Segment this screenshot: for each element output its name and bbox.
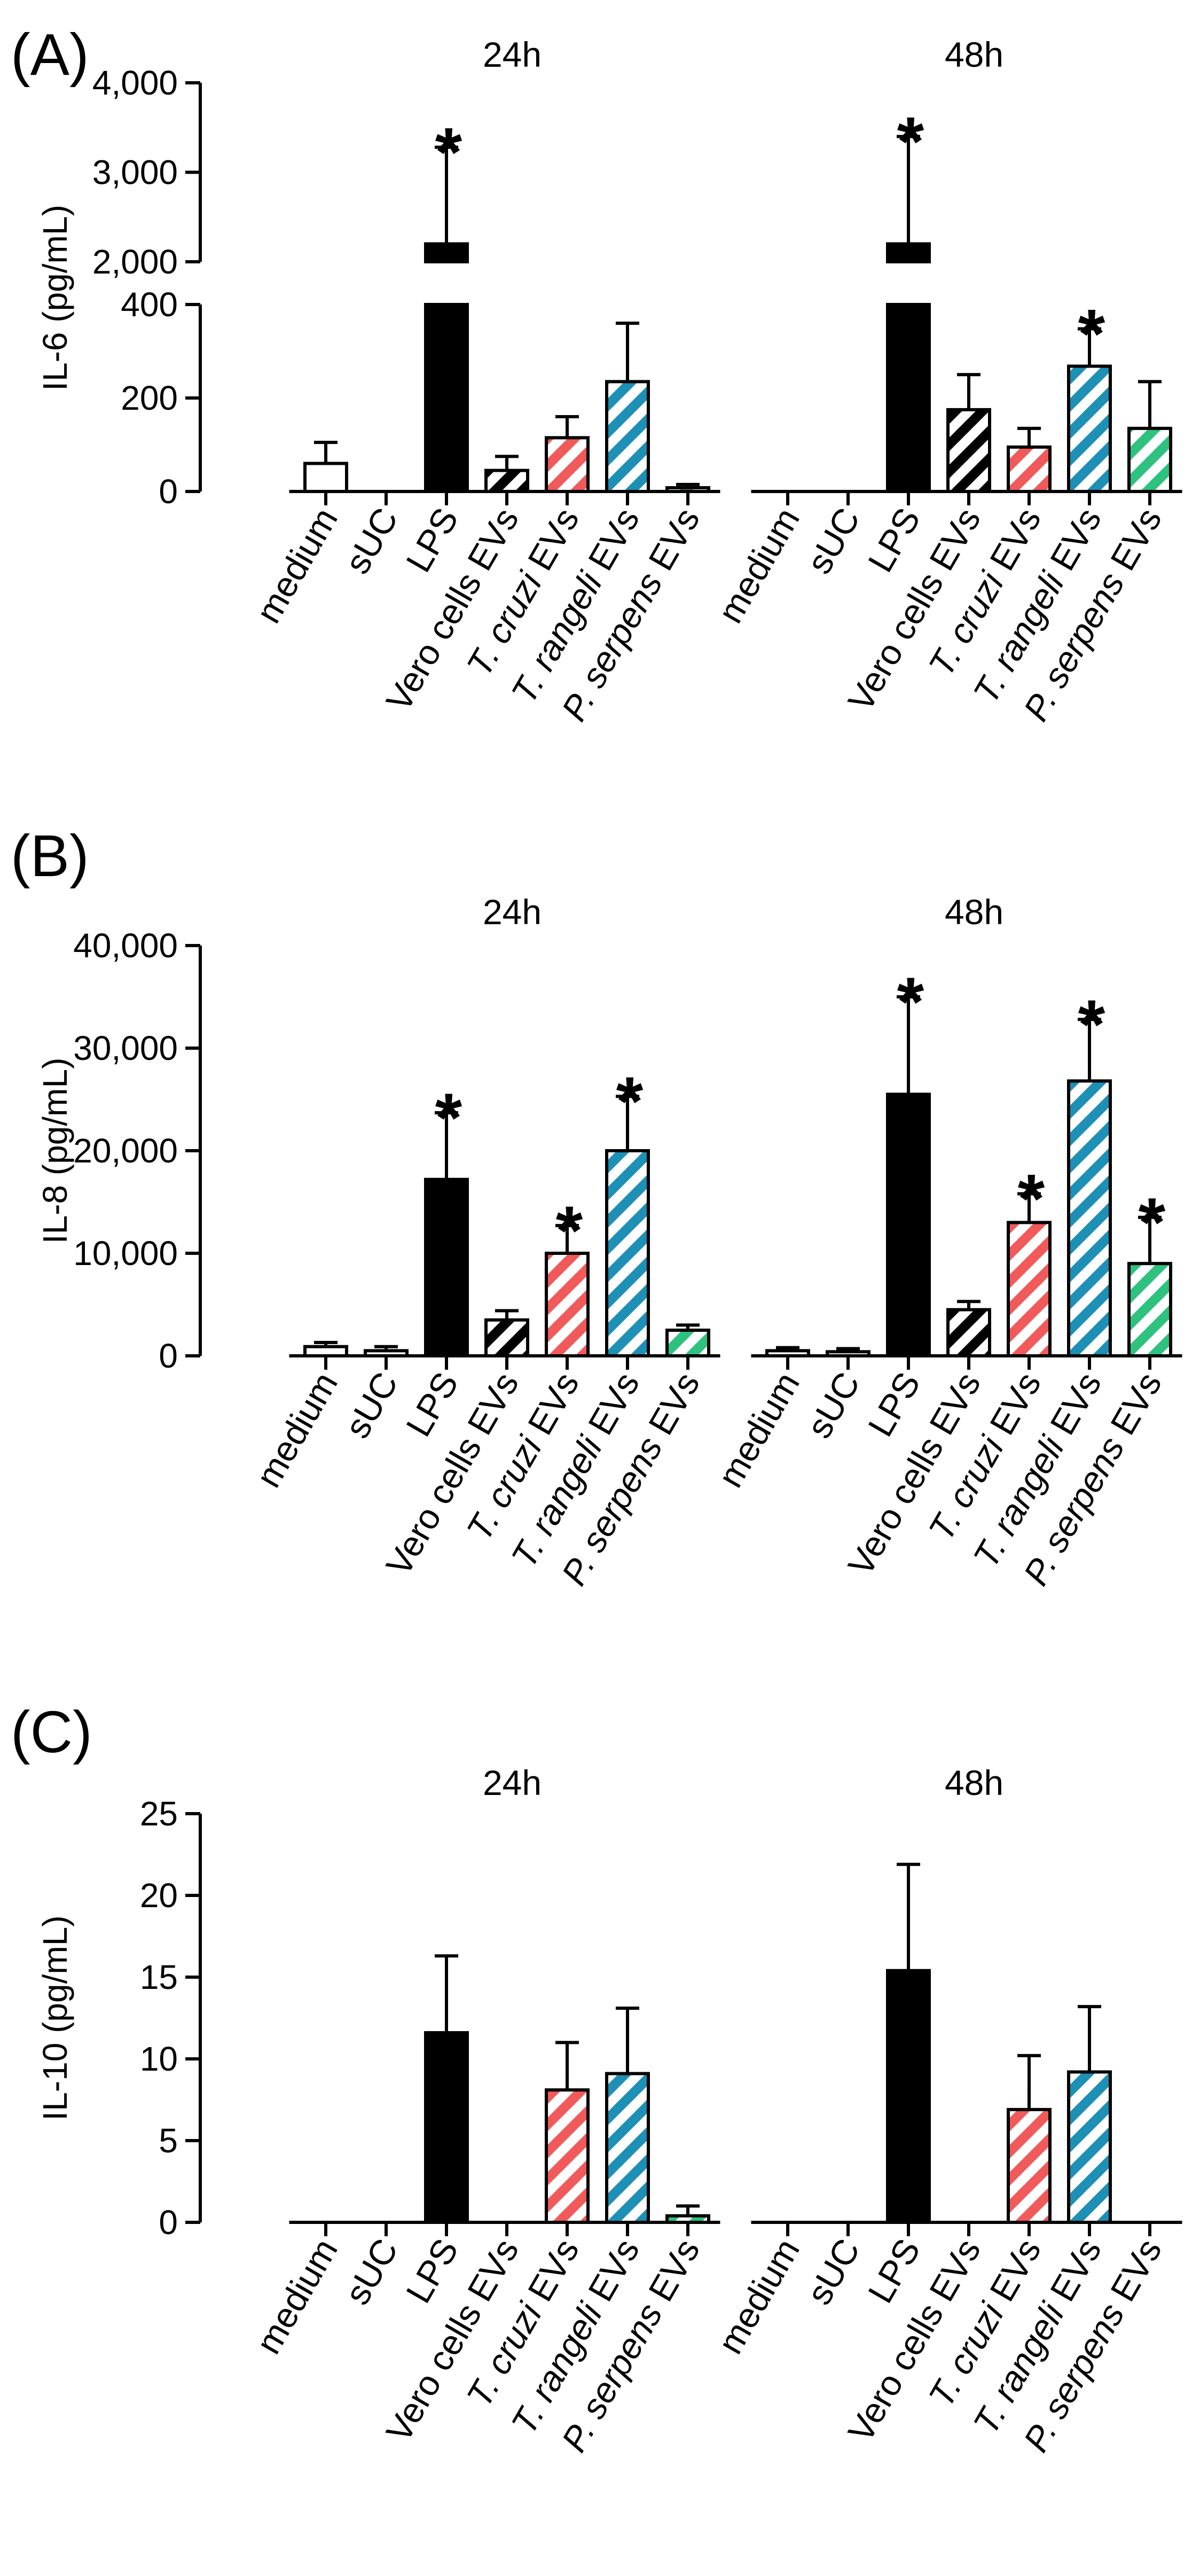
y-axis-title: IL-6 (pg/mL) [36,205,74,391]
significance-star: * [897,963,924,1041]
bar [1127,426,1172,493]
bar [826,1350,870,1358]
bar [605,380,650,493]
y-tick-label: 10,000 [73,1234,178,1273]
bar [1067,364,1112,493]
significance-star: * [435,1079,462,1157]
bar [1007,1221,1052,1357]
bar [1007,2107,1052,2224]
y-tick-label: 2,000 [92,243,178,281]
bar-upper-segment [424,242,469,263]
y-tick-label: 20,000 [73,1131,178,1170]
bar [303,462,348,493]
category-label: medium [710,501,807,629]
panel-letter: (A) [11,22,89,88]
bar [545,436,590,493]
bar [484,469,529,493]
bar [605,1149,650,1357]
group-time-label: 24h [483,892,542,932]
y-tick-label: 0 [159,2203,178,2242]
y-tick-label: 4,000 [92,64,178,102]
y-tick-label: 10 [140,2040,178,2078]
bar [1127,1262,1172,1357]
group-time-label: 48h [945,35,1003,74]
y-tick-label: 200 [121,379,178,417]
y-tick-label: 400 [121,285,178,324]
bar [364,1349,409,1357]
bar [605,2072,650,2224]
y-tick-label: 5 [159,2121,178,2160]
category-label: sUC [799,2232,867,2311]
group-time-label: 48h [945,892,1003,932]
y-tick-label: 15 [140,1958,178,1996]
bar [545,1252,590,1357]
y-tick-label: 25 [140,1794,178,1833]
bar [424,2031,469,2224]
bar [665,486,710,493]
significance-star: * [1139,1183,1166,1261]
bar [665,1329,710,1357]
bar [424,303,469,493]
panel-letter: (C) [11,1699,92,1765]
bar [545,2088,590,2224]
bar-upper-segment [886,242,931,263]
bar [484,1318,529,1358]
y-axis-title: IL-8 (pg/mL) [36,1058,74,1244]
bar [1067,1079,1112,1357]
category-label: medium [248,1365,345,1494]
category-label: sUC [337,2232,405,2311]
bar [946,408,991,493]
bar [424,1177,469,1357]
chart-panel-1: (A) 0 200 400 2,000 3,000 4,000 IL-6 (pg/mL) 24h… [11,22,1182,728]
category-label: sUC [799,501,867,580]
y-tick-label: 3,000 [92,153,178,192]
significance-star: * [616,1062,644,1140]
category-label: medium [710,2232,807,2360]
significance-star: * [435,113,462,191]
group-time-label: 48h [945,1763,1003,1802]
bar [946,1308,991,1358]
chart-panel-2: (B) 0 10,000 20,000 30,000 40,000 IL-8 (pg/mL)… [11,823,1182,1592]
bar [886,303,931,493]
bar [765,1349,810,1357]
bar [303,1345,348,1357]
significance-star: * [1078,295,1105,373]
category-label: medium [248,501,345,629]
y-tick-label: 40,000 [73,926,178,965]
bar [1007,445,1052,493]
category-label: medium [710,1365,807,1494]
y-tick-label: 30,000 [73,1029,178,1067]
y-tick-label: 0 [159,472,178,511]
significance-star: * [556,1191,583,1269]
bar [665,2214,710,2224]
y-tick-label: 0 [159,1337,178,1375]
significance-star: * [897,103,924,181]
category-label: medium [248,2232,345,2360]
bar [1067,2070,1112,2224]
significance-star: * [1018,1160,1045,1238]
y-axis-title: IL-10 (pg/mL) [36,1915,74,2120]
significance-star: * [1078,985,1105,1063]
bar [886,1969,931,2224]
bar [886,1092,931,1357]
group-time-label: 24h [483,1763,542,1802]
category-label: sUC [799,1365,867,1445]
panel-letter: (B) [11,823,89,889]
y-tick-label: 20 [140,1876,178,1915]
group-time-label: 24h [483,35,542,74]
category-label: sUC [337,501,405,580]
category-label: sUC [337,1365,405,1445]
